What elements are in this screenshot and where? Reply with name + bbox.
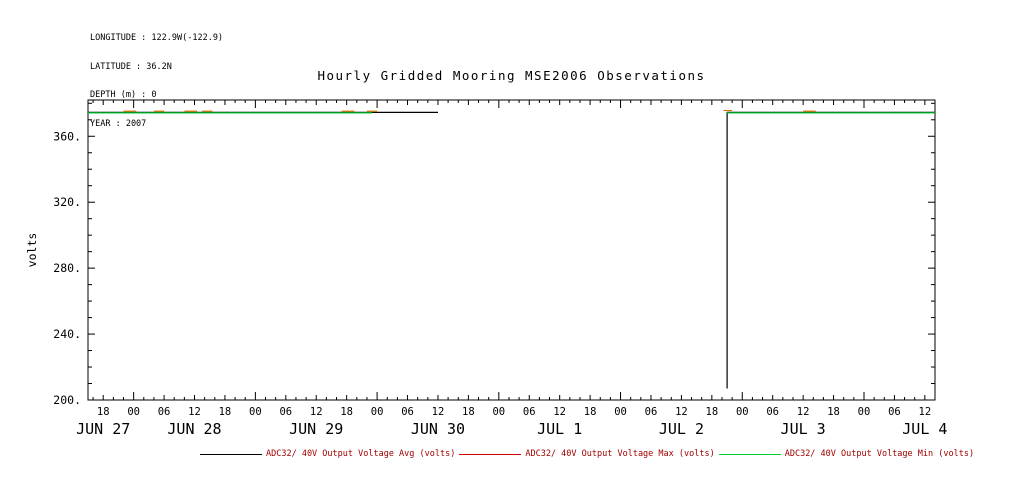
x-day-label: JUL 4 [902,420,947,438]
x-hour-tick-label: 06 [523,406,536,418]
legend-line-avg [200,453,262,455]
legend-line-min [718,453,781,455]
y-tick-label: 280. [53,261,81,275]
metadata-latitude: LATITUDE : 36.2N [90,61,172,72]
plot-frame [87,99,936,401]
x-day-label: JUN 28 [167,420,221,438]
x-hour-tick-label: 00 [492,406,505,418]
legend-label-max: ADC32/ 40V Output Voltage Max (volts) [525,449,715,459]
station-metadata: LONGITUDE : 122.9W(-122.9) LATITUDE : 36… [90,15,223,148]
x-day-label: JUN 27 [76,420,130,438]
metadata-year: YEAR : 2007 [90,118,147,129]
x-hour-tick-label: 18 [340,406,353,418]
x-hour-tick-label: 12 [675,406,688,418]
legend-label-min: ADC32/ 40V Output Voltage Min (volts) [784,449,975,459]
legend-entry-min: ADC32/ 40V Output Voltage Min (volts) [718,449,975,459]
x-hour-tick-label: 00 [249,406,262,418]
x-hour-tick-label: 06 [645,406,658,418]
metadata-longitude: LONGITUDE : 122.9W(-122.9) [90,33,224,43]
x-hour-tick-label: 12 [188,406,201,418]
x-hour-tick-label: 18 [462,406,475,418]
x-hour-tick-label: 06 [279,406,292,418]
x-hour-tick-label: 00 [127,406,140,418]
x-hour-tick-label: 06 [158,406,171,418]
metadata-depth: DEPTH (m) : 0 [90,90,157,100]
x-day-label: JUL 2 [659,420,704,438]
legend-label-avg: ADC32/ 40V Output Voltage Avg (volts) [266,449,456,459]
x-hour-tick-label: 12 [797,406,810,418]
x-hour-tick-label: 06 [401,406,414,418]
x-hour-tick-label: 00 [858,406,871,418]
x-hour-tick-label: 18 [97,406,110,418]
x-hour-tick-label: 18 [706,406,719,418]
y-tick-label: 200. [53,393,81,407]
legend-entry-max: ADC32/ 40V Output Voltage Max (volts) [459,449,715,459]
legend-line-max [459,453,522,455]
x-hour-tick-label: 00 [736,406,749,418]
legend-entry-avg: ADC32/ 40V Output Voltage Avg (volts) [200,449,455,459]
series-0 [88,111,935,389]
x-hour-tick-label: 12 [919,406,932,418]
chart-title: Hourly Gridded Mooring MSE2006 Observati… [317,68,706,83]
y-axis-label: volts [25,233,39,268]
x-axis: 18 00 06 12 18 00 06 12 18 00 06 12 18 00 06 12 18 00 06 12… [76,100,947,438]
x-day-label: JUL 1 [537,420,582,438]
y-axis: 200. 240. 280. 320. 360. volts [25,102,935,407]
y-tick-label: 240. [53,327,81,341]
y-tick-label: 320. [53,195,81,209]
x-day-label: JUN 29 [289,420,343,438]
x-hour-tick-label: 00 [614,406,627,418]
x-hour-tick-label: 06 [888,406,901,418]
x-hour-tick-label: 00 [371,406,384,418]
x-day-label: JUN 30 [411,420,465,438]
x-hour-tick-label: 12 [432,406,445,418]
x-hour-tick-label: 18 [827,406,840,418]
x-hour-tick-label: 18 [584,406,597,418]
x-day-label: JUL 3 [781,420,826,438]
x-hour-tick-label: 12 [553,406,566,418]
y-tick-label: 360. [53,129,81,143]
chart-legend: ADC32/ 40V Output Voltage Avg (volts) AD… [200,449,978,459]
series-1 [123,109,816,112]
x-hour-tick-label: 06 [766,406,779,418]
x-hour-tick-label: 18 [219,406,232,418]
x-hour-tick-label: 12 [310,406,323,418]
